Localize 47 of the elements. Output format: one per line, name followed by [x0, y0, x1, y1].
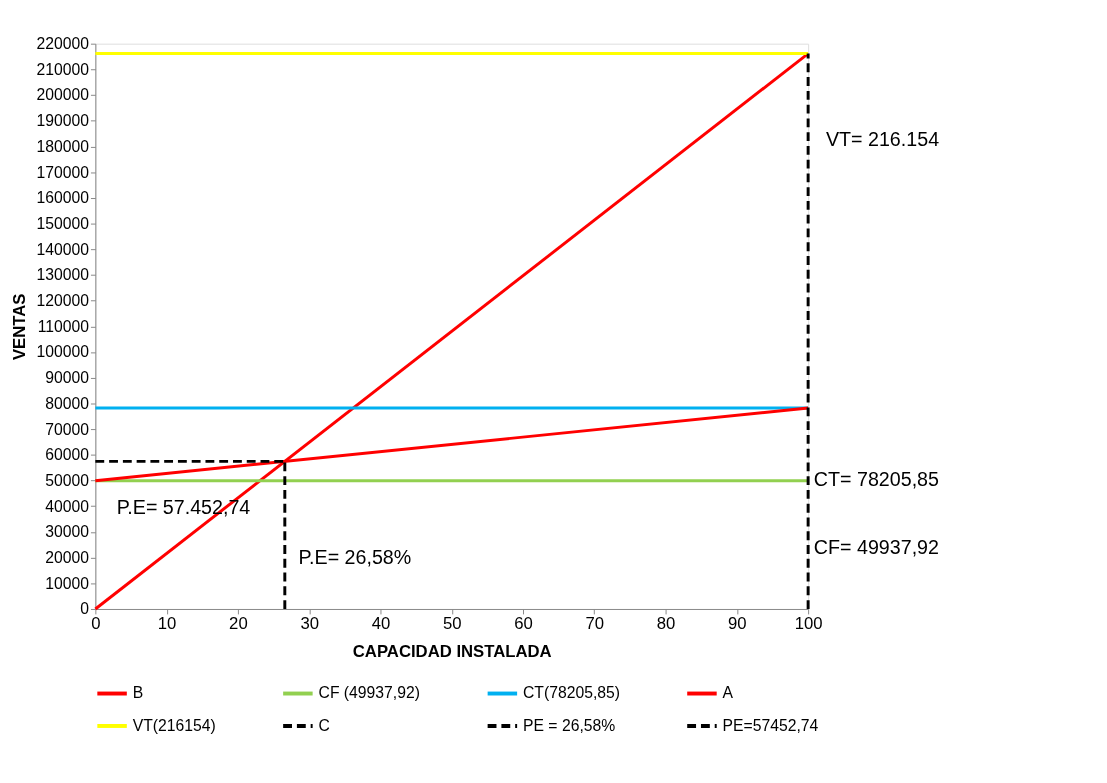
text: VT= 216.154	[825, 127, 940, 150]
x-tick-label: 90	[728, 614, 747, 634]
y-tick-label: 30000	[45, 523, 90, 541]
y-tick-label: 90000	[45, 369, 90, 387]
y-tick-label: 60000	[45, 446, 90, 464]
y-tick-label: 50000	[45, 471, 90, 489]
text: CT= 78205,85	[813, 468, 940, 491]
y-tick-label: 120000	[36, 292, 90, 310]
y-tick-label: 220000	[36, 35, 90, 53]
legend-label: PE = 26,58%	[523, 716, 616, 734]
annotation: P.E= 26,58%	[298, 545, 412, 568]
y-tick-label: 190000	[36, 112, 90, 130]
x-tick-label: 60	[514, 614, 533, 634]
x-tick-label: 40	[371, 614, 391, 634]
y-axis-title: VENTAS	[9, 293, 29, 361]
legend-label: B	[132, 684, 144, 702]
y-tick-label: 160000	[36, 189, 90, 207]
y-tick-label: 170000	[36, 163, 90, 181]
y-tick-label: 210000	[36, 60, 90, 78]
y-tick-label: 130000	[36, 266, 90, 284]
x-tick-label: 80	[656, 614, 676, 634]
x-tick-label: 100	[794, 614, 823, 634]
y-tick-label: 140000	[36, 240, 90, 258]
y-tick-label: 180000	[36, 137, 90, 155]
y-tick-label: 100000	[36, 343, 90, 361]
legend-label: CT(78205,85)	[523, 684, 621, 702]
y-tick-label: 150000	[36, 214, 90, 232]
y-tick-label: 110000	[37, 317, 90, 335]
x-tick-label: 70	[585, 614, 605, 634]
legend-label: VT(216154)	[132, 716, 216, 734]
legend-label: PE=57452,74	[722, 716, 819, 734]
y-tick-label: 70000	[45, 420, 90, 438]
legend-label: CF (49937,92)	[318, 684, 420, 702]
y-tick-label: 200000	[36, 86, 90, 104]
y-tick-label: 80000	[45, 394, 90, 412]
x-tick-label: 10	[157, 614, 177, 634]
x-tick-label: 50	[442, 614, 462, 634]
y-tick-label: 20000	[45, 549, 90, 566]
text: CF= 49937,92	[813, 535, 939, 558]
legend-label: A	[722, 684, 734, 702]
y-tick-label: 40000	[45, 497, 90, 515]
y-tick-label: 10000	[45, 574, 90, 592]
legend-label: C	[318, 716, 330, 734]
x-axis-title: CAPACIDAD INSTALADA	[352, 641, 552, 661]
y-tick-label: 0	[80, 600, 90, 618]
x-tick-label: 20	[229, 614, 248, 634]
x-tick-label: 30	[300, 614, 319, 634]
